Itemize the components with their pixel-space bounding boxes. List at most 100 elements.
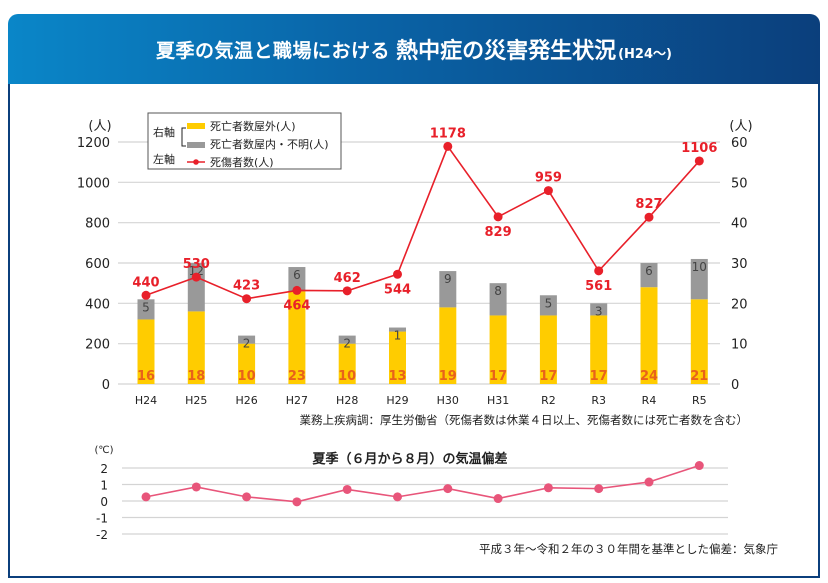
casualties-point	[543, 186, 553, 196]
bar-indoor-label: 3	[595, 304, 603, 318]
casualties-point	[342, 286, 352, 296]
bar-outdoor-label: 23	[288, 369, 306, 384]
right-axis-tick: 20	[731, 297, 748, 312]
casualties-point	[292, 285, 302, 295]
bar-outdoor-label: 10	[338, 369, 356, 384]
legend-right-axis-label: 右軸	[153, 125, 175, 139]
temp-anomaly-point	[644, 477, 654, 487]
source-note-temperature: 平成３年〜令和２年の３０年間を基準とした偏差：気象庁	[479, 542, 778, 556]
bar-outdoor-deaths	[640, 287, 658, 384]
temp-anomaly-point	[141, 492, 151, 502]
right-axis-tick: 0	[731, 378, 739, 393]
casualties-point	[191, 272, 201, 282]
temp-anomaly-point	[443, 484, 453, 494]
left-axis-tick: 400	[85, 297, 110, 312]
legend-bracket	[181, 127, 186, 147]
bar-indoor-label: 2	[243, 337, 251, 351]
bar-outdoor-label: 24	[640, 369, 658, 384]
right-axis-tick: 30	[731, 257, 748, 272]
casualties-point	[644, 212, 654, 222]
bar-outdoor-deaths	[590, 315, 608, 384]
left-axis-tick: 1200	[77, 136, 110, 151]
temp-axis-tick: -2	[96, 528, 108, 542]
temp-anomaly-point	[493, 494, 503, 504]
legend-swatch-outdoor	[187, 123, 205, 129]
left-axis-tick: 200	[85, 338, 110, 353]
bar-outdoor-label: 16	[137, 369, 155, 384]
title-banner: 夏季の気温と職場における 熱中症の災害発生状況 (H24〜)	[8, 14, 820, 84]
temp-axis-tick: 1	[100, 479, 108, 493]
temp-anomaly-point	[594, 484, 604, 494]
right-axis-tick: 50	[731, 176, 748, 191]
x-axis-tick: H29	[386, 394, 408, 407]
casualties-point	[443, 141, 453, 151]
bar-indoor-deaths	[640, 263, 658, 288]
temp-anomaly-point	[342, 484, 352, 494]
temp-axis-tick: 0	[100, 495, 108, 509]
legend-item-indoor: 死亡者数屋内・不明(人)	[210, 137, 329, 151]
casualties-label: 423	[233, 279, 260, 294]
left-axis-tick: 800	[85, 217, 110, 232]
casualties-point	[594, 266, 604, 276]
bar-outdoor-deaths	[389, 331, 406, 384]
bar-indoor-label: 8	[494, 284, 502, 298]
x-axis-tick: R2	[541, 394, 556, 407]
bar-indoor-label: 5	[545, 296, 553, 310]
casualties-point	[493, 212, 503, 222]
right-axis-tick: 10	[731, 338, 748, 353]
bar-outdoor-deaths	[489, 315, 507, 384]
x-axis-tick: R3	[591, 394, 606, 407]
bar-indoor-label: 6	[645, 264, 653, 278]
bar-outdoor-deaths	[439, 307, 457, 384]
casualties-label: 464	[283, 298, 310, 313]
source-note-heatstroke: 業務上疾病調：厚生労働省（死傷者数は休業４日以上、死傷者数には死亡者数を含む）	[300, 413, 749, 427]
bar-indoor-deaths	[690, 258, 708, 300]
bar-outdoor-deaths	[690, 299, 708, 384]
x-axis-tick: H30	[437, 394, 459, 407]
bar-indoor-deaths	[187, 263, 205, 312]
x-axis-tick: H27	[286, 394, 308, 407]
legend-item-outdoor: 死亡者数屋外(人)	[210, 119, 296, 133]
temp-chart-title: 夏季（６月から８月）の気温偏差	[311, 451, 507, 467]
temp-anomaly-point	[191, 482, 201, 492]
temp-anomaly-line	[145, 464, 700, 503]
title-period: (H24〜)	[618, 46, 672, 62]
casualties-line	[145, 144, 700, 300]
bar-indoor-label: 5	[142, 300, 150, 314]
bar-outdoor-label: 21	[690, 369, 708, 384]
bar-outdoor-label: 17	[489, 369, 507, 384]
casualties-label: 827	[635, 197, 662, 212]
temp-axis-tick: 2	[100, 462, 108, 476]
casualties-point	[242, 294, 252, 304]
temp-anomaly-point	[393, 492, 402, 502]
bar-indoor-deaths	[238, 335, 256, 344]
casualties-label: 959	[535, 171, 562, 186]
casualties-label: 544	[384, 282, 411, 297]
temp-axis-tick: -1	[96, 512, 108, 526]
bar-indoor-label: 1	[394, 329, 402, 343]
temp-axis-unit: (℃)	[94, 445, 113, 456]
bar-outdoor-label: 13	[388, 369, 406, 384]
title-part2: 熱中症の災害発生状況	[396, 39, 617, 64]
legend-item-casualties: 死傷者数(人)	[210, 155, 274, 169]
x-axis-tick: H25	[185, 394, 207, 407]
bar-indoor-label: 12	[189, 264, 204, 278]
bar-indoor-deaths	[590, 303, 608, 316]
legend-left-axis-label: 左軸	[153, 152, 175, 166]
bar-indoor-label: 9	[444, 272, 452, 286]
bar-indoor-deaths	[137, 299, 155, 320]
bar-outdoor-deaths	[187, 311, 205, 384]
bar-indoor-label: 10	[692, 260, 707, 274]
casualties-label: 829	[485, 225, 512, 240]
casualties-label: 462	[334, 271, 361, 286]
bar-outdoor-deaths	[137, 319, 155, 384]
x-axis-tick: H24	[135, 394, 157, 407]
left-axis-unit: (人)	[88, 119, 111, 134]
bar-indoor-deaths	[489, 283, 507, 316]
bar-indoor-label: 2	[343, 337, 351, 351]
bar-outdoor-label: 17	[539, 369, 557, 384]
legend-box	[147, 112, 342, 170]
right-axis-tick: 40	[731, 217, 748, 232]
legend-point-swatch	[193, 159, 199, 165]
bar-indoor-deaths	[539, 295, 557, 316]
